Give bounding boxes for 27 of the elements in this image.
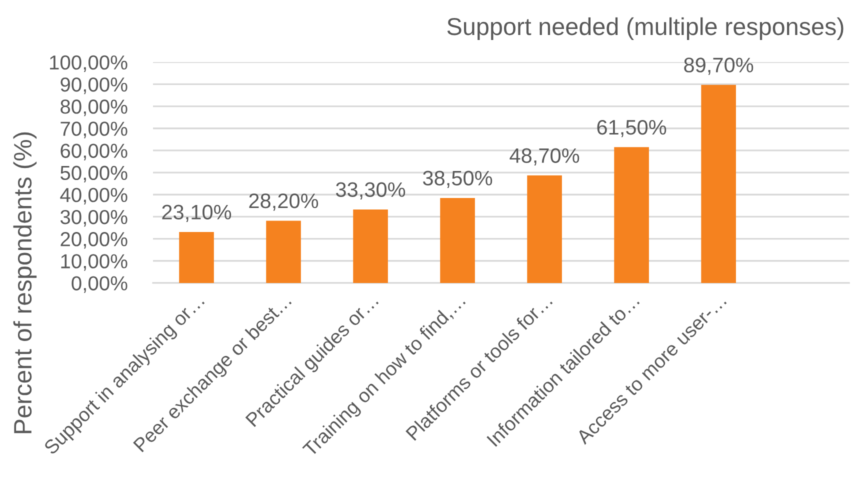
y-tick-label: 10,00% [61, 254, 128, 271]
data-label: 33,30% [336, 182, 406, 200]
data-label: 28,20% [249, 193, 318, 211]
data-label: 48,70% [510, 148, 580, 166]
y-tick-label: 30,00% [60, 210, 128, 227]
y-axis-title: Percent of respondents (%) [13, 132, 37, 434]
y-tick-label: 20,00% [60, 232, 128, 249]
bar [701, 84, 736, 283]
y-tick-label: 40,00% [60, 188, 128, 205]
data-label: 38,50% [423, 170, 492, 188]
bar [266, 220, 301, 283]
y-tick-label: 80,00% [60, 100, 128, 116]
data-label: 61,50% [597, 120, 666, 138]
chart-title: Support needed (multiple responses) [447, 17, 844, 40]
y-tick-label: 90,00% [60, 77, 128, 94]
bar [440, 198, 475, 283]
data-label: 89,70% [684, 58, 754, 75]
bar [353, 209, 388, 283]
y-tick-label: 50,00% [60, 166, 128, 182]
y-tick-label: 60,00% [60, 144, 128, 160]
bar [527, 175, 562, 283]
bar [614, 147, 649, 283]
data-label: 23,10% [162, 204, 232, 222]
y-tick-label: 70,00% [60, 122, 128, 138]
y-tick-label: 100,00% [50, 55, 128, 72]
y-tick-label: 0,00% [72, 276, 128, 293]
bar [179, 232, 214, 283]
